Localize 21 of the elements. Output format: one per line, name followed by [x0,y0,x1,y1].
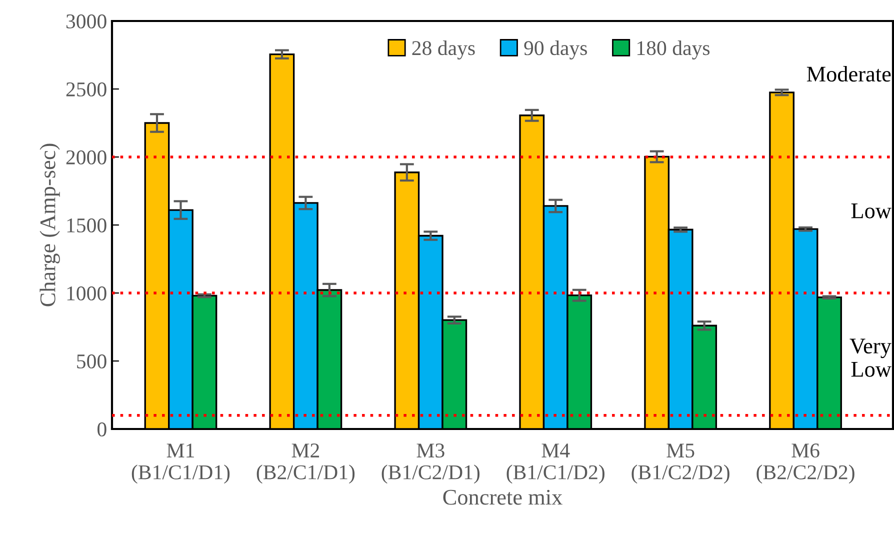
y-tick-label: 2500 [66,82,106,96]
y-axis-title: Charge (Amp-sec) [40,144,60,306]
x-tick-label: M3 (B1/C2/D1) [382,444,480,484]
annotation: Moderate [806,66,891,82]
legend-label: 90 days [524,40,587,60]
x-tick-label: M1 (B1/C1/D1) [132,444,230,484]
y-tick-label: 3000 [66,14,106,28]
x-tick-label: M6 (B2/C2/D2) [756,444,854,484]
y-tick-label: 500 [77,354,106,368]
x-axis-title: Concrete mix [443,490,562,505]
legend-label: 28 days [412,40,475,60]
annotation: Low [851,204,892,218]
y-tick-label: 0 [98,422,106,436]
y-tick-label: 1000 [67,286,106,300]
x-tick-label: M4 (B1/C1/D2) [506,444,604,484]
x-tick-label: M2 (B2/C1/D1) [256,444,355,484]
y-tick-label: 1500 [67,218,106,232]
legend-label: 180 days [637,40,710,60]
annotation: Very Low [850,338,892,377]
y-tick-label: 2000 [66,150,106,164]
x-tick-label: M5 (B1/C2/D2) [632,444,730,484]
